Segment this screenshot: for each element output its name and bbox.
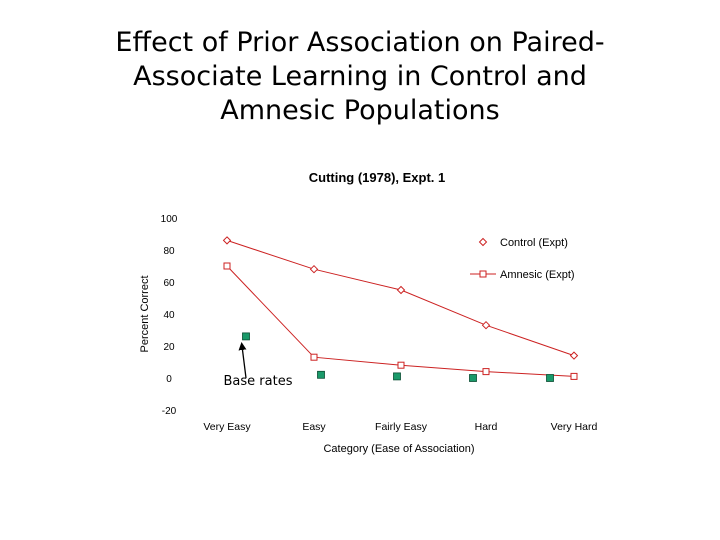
slide-title-line-3: Amnesic Populations	[220, 95, 500, 126]
amnesic-data-point	[310, 353, 318, 361]
amnesic-data-point	[397, 361, 405, 369]
control-data-point	[309, 264, 319, 274]
base-rate-point	[317, 370, 325, 379]
series-line	[226, 239, 575, 357]
x-tick-label: Very Hard	[551, 421, 598, 433]
y-tick-label: -20	[162, 406, 177, 417]
base-rate-point	[546, 374, 554, 382]
legend-swatch-amnesic	[479, 270, 487, 278]
y-tick-label: 100	[161, 214, 178, 225]
y-tick-label: 0	[166, 374, 172, 385]
base-rate-point	[393, 372, 401, 381]
base-rates-arrow	[238, 342, 247, 379]
base-rates-annotation: Base rates	[224, 374, 293, 389]
series-line	[226, 265, 575, 377]
y-tick-label: 80	[163, 246, 175, 257]
slide-title-line-2: Associate Learning in Control and	[133, 61, 587, 92]
control-data-point	[481, 320, 491, 330]
amnesic-data-point	[482, 368, 490, 376]
amnesic-data-point	[223, 262, 231, 270]
x-tick-label: Hard	[475, 421, 498, 433]
y-axis-label: Percent Correct	[139, 275, 151, 352]
slide-title-line-1: Effect of Prior Association on Paired-	[115, 27, 605, 58]
x-tick-label: Very Easy	[203, 421, 251, 433]
legend-label: Control (Expt)	[500, 237, 568, 249]
control-data-point	[396, 285, 406, 295]
base-rate-point	[242, 332, 250, 341]
y-tick-label: 60	[163, 278, 175, 289]
x-tick-label: Easy	[302, 421, 326, 433]
chart-title: Cutting (1978), Expt. 1	[309, 170, 446, 185]
legend-swatch-control	[478, 237, 488, 247]
x-axis-label: Category (Ease of Association)	[323, 443, 474, 455]
slide-title: Effect of Prior Association on Paired- A…	[60, 26, 660, 128]
control-data-point	[569, 351, 579, 360]
y-tick-label: 40	[163, 310, 175, 321]
x-tick-label: Fairly Easy	[375, 421, 428, 433]
legend-label: Amnesic (Expt)	[500, 269, 575, 281]
base-rate-point	[469, 374, 477, 382]
y-tick-label: 20	[163, 342, 175, 353]
control-data-point	[222, 236, 232, 245]
amnesic-data-point	[570, 372, 578, 380]
